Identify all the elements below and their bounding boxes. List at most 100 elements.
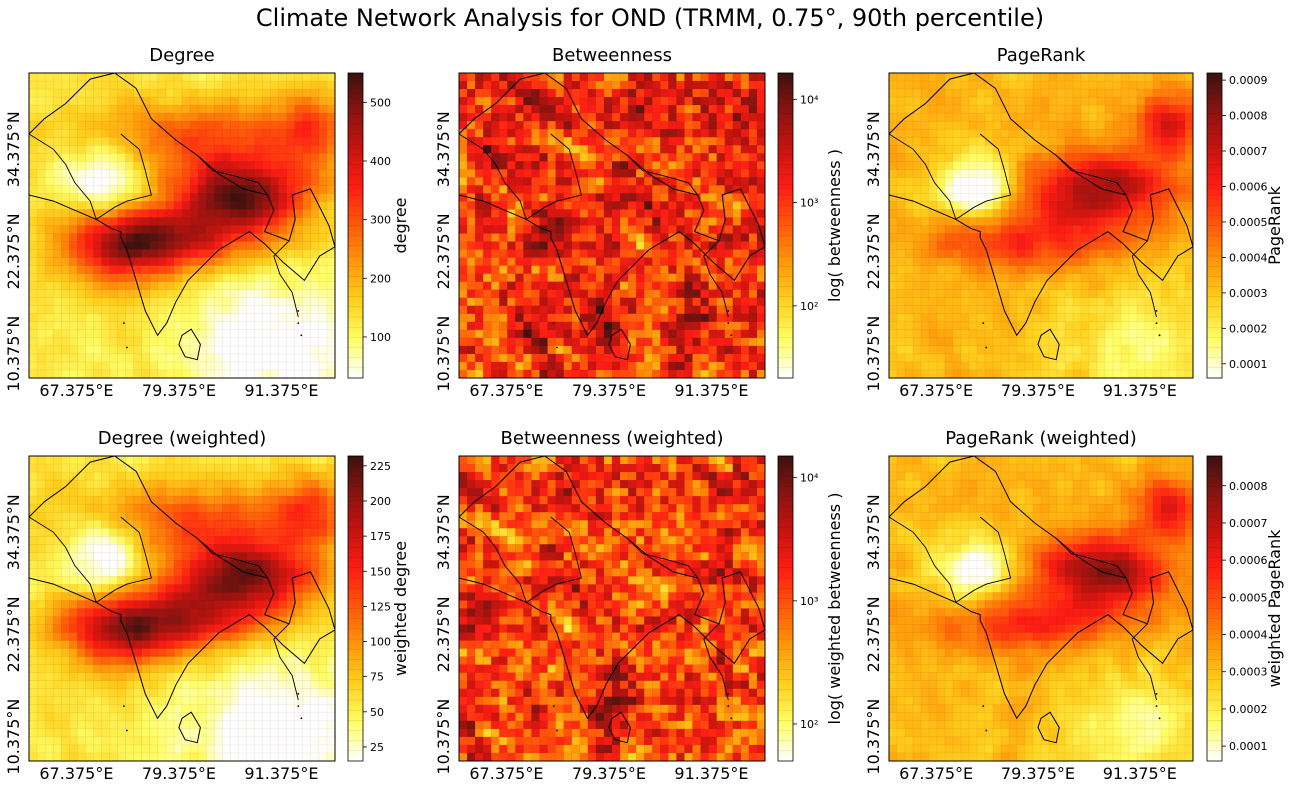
heatmap-cell — [482, 305, 492, 315]
heatmap-cell — [85, 527, 94, 537]
heatmap-cell — [69, 217, 78, 227]
heatmap-cell — [920, 217, 930, 227]
heatmap-cell — [205, 337, 215, 347]
heatmap-cell — [547, 217, 557, 227]
heatmap-cell — [1000, 136, 1010, 146]
heatmap-cell — [205, 511, 215, 521]
heatmap-cell — [595, 353, 605, 363]
heatmap-cell — [36, 456, 46, 465]
heatmap-cell — [302, 201, 312, 210]
heatmap-cell — [627, 353, 637, 363]
heatmap-cell — [563, 329, 573, 339]
heatmap-cell — [482, 209, 492, 219]
heatmap-cell — [1072, 273, 1082, 283]
heatmap-cell — [238, 527, 247, 537]
heatmap-cell — [952, 104, 962, 114]
island-dot — [1155, 322, 1158, 324]
heatmap-cell — [318, 88, 328, 98]
heatmap-cell — [563, 321, 573, 331]
heatmap-cell — [579, 177, 589, 186]
heatmap-cell — [976, 120, 986, 130]
heatmap-cell — [230, 153, 239, 162]
heatmap-cell — [896, 297, 906, 307]
heatmap-cell — [173, 536, 183, 545]
heatmap-cell — [643, 329, 653, 339]
heatmap-cell — [692, 201, 702, 210]
heatmap-cell — [660, 249, 669, 259]
heatmap-cell — [238, 281, 247, 291]
heatmap-cell — [222, 80, 231, 90]
heatmap-cell — [36, 88, 46, 98]
heatmap-cell — [109, 257, 119, 267]
heatmap-cell — [36, 463, 46, 473]
heatmap-cell — [976, 161, 986, 170]
heatmap-cell — [149, 136, 159, 146]
heatmap-cell — [157, 104, 167, 114]
heatmap-cell — [595, 305, 605, 315]
heatmap-cell — [692, 329, 702, 339]
country-border — [526, 133, 582, 220]
heatmap-cell — [1040, 361, 1050, 371]
heatmap-cell — [133, 527, 143, 537]
heatmap-cell — [29, 527, 38, 537]
heatmap-cell — [29, 552, 38, 561]
heatmap-cell — [310, 144, 320, 154]
heatmap-cell — [732, 153, 742, 162]
heatmap-cell — [611, 225, 621, 235]
heatmap-cell — [684, 193, 694, 202]
heatmap-cell — [499, 73, 508, 82]
heatmap-cell — [732, 136, 742, 146]
heatmap-cell — [732, 161, 742, 170]
heatmap-cell — [459, 169, 468, 178]
heatmap-cell — [173, 487, 183, 497]
heatmap-cell — [254, 241, 264, 251]
heatmap-cell — [165, 161, 175, 170]
heatmap-cell — [968, 305, 978, 315]
heatmap-cell — [587, 281, 597, 291]
heatmap-cell — [205, 273, 215, 283]
heatmap-cell — [294, 495, 304, 505]
heatmap-cell — [1024, 281, 1034, 291]
heatmap-cell — [326, 511, 335, 521]
heatmap-cell — [173, 353, 183, 363]
heatmap-cell — [109, 96, 119, 106]
heatmap-cell — [936, 281, 946, 291]
heatmap-cell — [684, 96, 694, 106]
heatmap-cell — [643, 153, 653, 162]
heatmap-cell — [700, 136, 710, 146]
heatmap-cell — [1096, 369, 1106, 378]
heatmap-cell — [459, 297, 468, 307]
heatmap-cell — [992, 361, 1002, 371]
heatmap-cell — [238, 479, 247, 489]
heatmap-cell — [1056, 297, 1066, 307]
heatmap-cell — [77, 479, 86, 489]
island-dot — [1158, 334, 1161, 337]
heatmap-cell — [1152, 249, 1162, 259]
country-border — [196, 155, 269, 196]
heatmap-cell — [523, 169, 533, 178]
heatmap-cell — [896, 128, 906, 138]
heatmap-cell — [52, 136, 62, 146]
heatmap-cell — [1040, 273, 1050, 283]
heatmap-cell — [466, 289, 476, 299]
heatmap-cell — [141, 503, 151, 513]
heatmap-cell — [302, 544, 312, 553]
heatmap-cell — [310, 369, 320, 378]
heatmap-cell — [603, 305, 613, 315]
heatmap-cell — [286, 257, 296, 267]
heatmap-cell — [1064, 153, 1074, 162]
heatmap-cell — [77, 249, 86, 259]
heatmap-cell — [205, 471, 215, 481]
heatmap-cell — [1032, 73, 1042, 82]
heatmap-cell — [302, 463, 312, 473]
heatmap-cell — [459, 289, 468, 299]
heatmap-cell — [732, 281, 742, 291]
island-outline — [178, 328, 201, 361]
heatmap-cell — [579, 209, 589, 219]
heatmap-cell — [1168, 289, 1178, 299]
heatmap-cell — [222, 161, 231, 170]
heatmap-cell — [1008, 353, 1018, 363]
heatmap-cell — [944, 120, 954, 130]
heatmap-cell — [1032, 153, 1042, 162]
